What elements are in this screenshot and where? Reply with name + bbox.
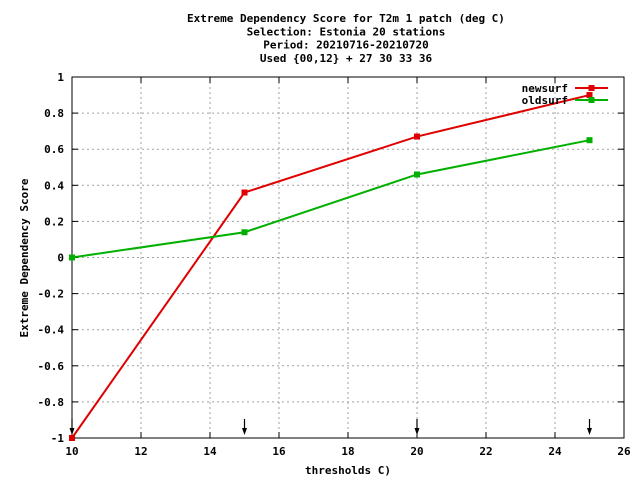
- threshold-arrow-head: [242, 428, 247, 435]
- x-tick-label: 16: [272, 445, 286, 458]
- y-tick-label: 0.8: [44, 107, 64, 120]
- newsurf-point: [414, 133, 420, 140]
- y-tick-label: 0: [57, 252, 64, 265]
- oldsurf-point: [414, 171, 420, 178]
- oldsurf-point: [586, 137, 593, 144]
- oldsurf-line: [71, 139, 590, 259]
- x-tick-label: 20: [410, 445, 423, 458]
- newsurf-point: [586, 92, 593, 99]
- x-tick-label: 12: [134, 445, 147, 458]
- legend-label-oldsurf: oldsurf: [522, 94, 568, 107]
- oldsurf-point: [69, 254, 75, 261]
- x-tick-label: 26: [617, 445, 631, 458]
- y-tick-label: -1: [51, 432, 65, 445]
- chart-title: Extreme Dependency Score for T2m 1 patch…: [187, 12, 505, 65]
- legend-marker-newsurf: [588, 85, 595, 91]
- x-tick-label: 18: [341, 445, 354, 458]
- y-tick-label: 0.4: [44, 179, 64, 192]
- legend-label-newsurf: newsurf: [522, 82, 568, 95]
- oldsurf-point: [241, 229, 248, 236]
- threshold-arrow-head: [587, 428, 592, 435]
- x-axis-label: thresholds C): [305, 464, 391, 477]
- title-line: Extreme Dependency Score for T2m 1 patch…: [187, 12, 505, 25]
- y-tick-label: -0.6: [38, 360, 65, 373]
- y-tick-label: -0.4: [38, 324, 65, 337]
- x-tick-label: 24: [548, 445, 562, 458]
- threshold-arrow-head: [414, 428, 420, 435]
- data-series: [69, 92, 593, 441]
- y-tick-labels: -1 -0.8 -0.6 -0.4 -0.2 0 0.2 0.4 0.6 0.8 1: [38, 71, 65, 445]
- title-line: Period: 20210716-20210720: [263, 39, 429, 52]
- threshold-markers: [69, 419, 592, 435]
- title-line: Selection: Estonia 20 stations: [247, 25, 446, 38]
- x-tick-label: 10: [65, 445, 78, 458]
- x-tick-label: 14: [203, 445, 217, 458]
- newsurf-point: [241, 189, 248, 196]
- grid-lines: [72, 77, 624, 438]
- legend-marker-oldsurf: [588, 97, 595, 103]
- y-tick-label: -0.2: [38, 288, 65, 301]
- threshold-arrow-head: [69, 428, 75, 435]
- y-tick-label: 1: [57, 71, 64, 84]
- y-tick-label: -0.8: [38, 396, 65, 409]
- y-axis-label: Extreme Dependency Score: [18, 178, 31, 337]
- y-tick-label: 0.6: [44, 143, 64, 156]
- y-tick-label: 0.2: [44, 215, 64, 228]
- newsurf-point: [69, 435, 75, 441]
- newsurf-line: [71, 94, 590, 439]
- x-tick-labels: 10 12 14 16 18 20 22 24 26: [65, 445, 631, 458]
- title-line: Used {00,12} + 27 30 33 36: [260, 52, 433, 65]
- x-tick-label: 22: [479, 445, 492, 458]
